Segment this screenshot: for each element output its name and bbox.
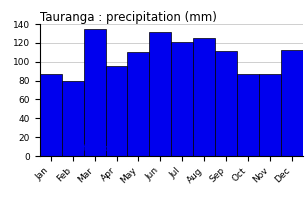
Bar	[259, 74, 281, 156]
Bar	[281, 50, 303, 156]
Bar	[106, 66, 128, 156]
Bar	[62, 81, 84, 156]
Bar	[84, 29, 106, 156]
Bar	[40, 74, 62, 156]
Text: Tauranga : precipitation (mm): Tauranga : precipitation (mm)	[40, 11, 217, 24]
Bar	[193, 38, 215, 156]
Bar	[149, 32, 171, 156]
Text: www.allmetsat.com: www.allmetsat.com	[43, 144, 118, 153]
Bar	[215, 51, 237, 156]
Bar	[128, 52, 149, 156]
Bar	[237, 74, 259, 156]
Bar	[171, 42, 193, 156]
